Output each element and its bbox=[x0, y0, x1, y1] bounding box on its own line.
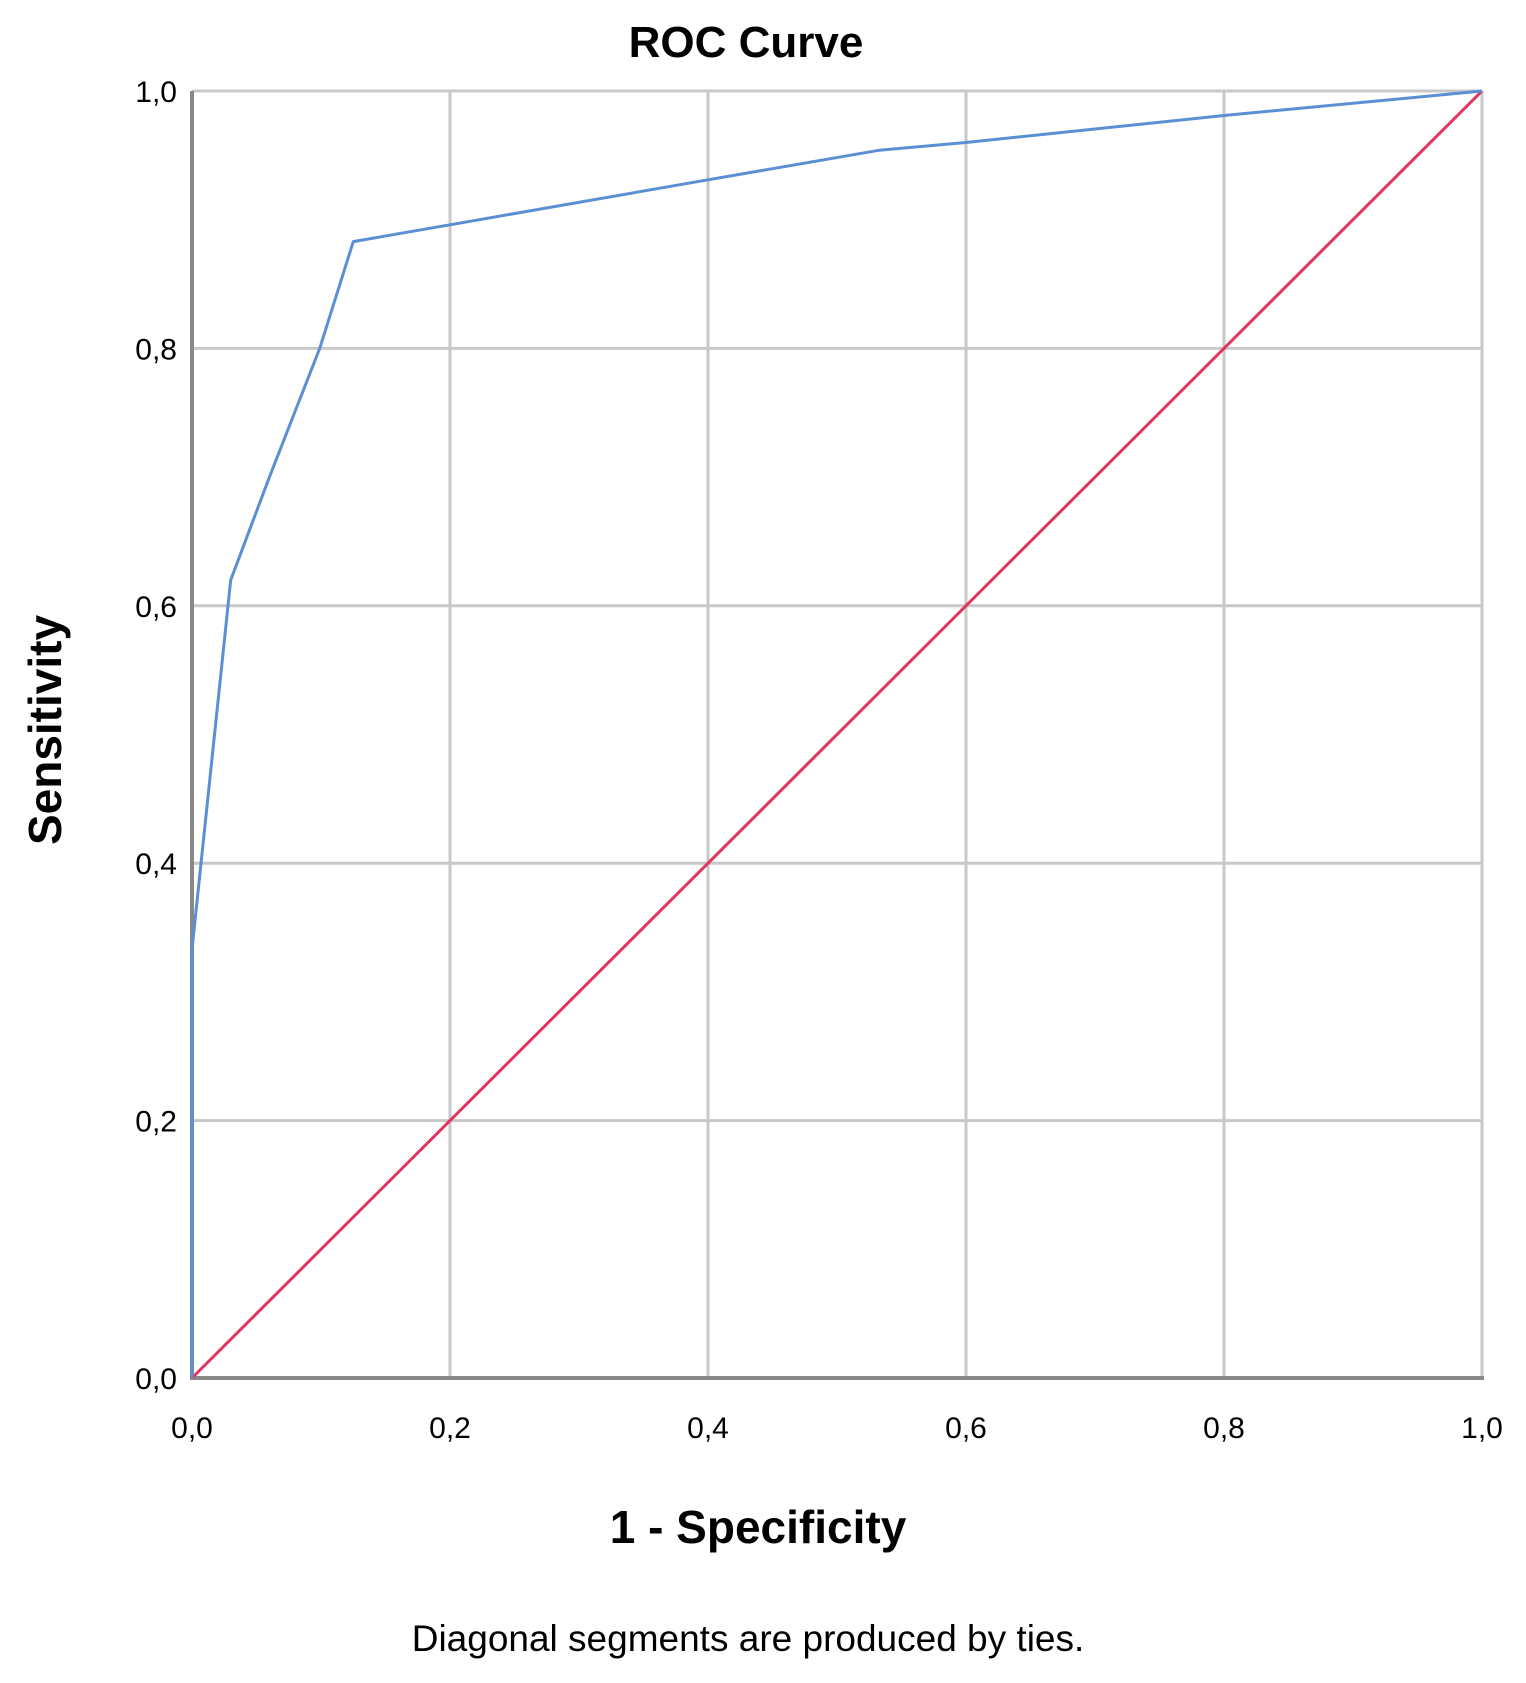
x-tick-label: 0,0 bbox=[171, 1412, 213, 1445]
x-tick-label: 0,8 bbox=[1203, 1412, 1245, 1445]
chart-title: ROC Curve bbox=[0, 18, 1526, 68]
x-tick-label: 1,0 bbox=[1461, 1412, 1503, 1445]
tick-labels: 0,0 0,0 0,2 0,2 0,4 0,4 0,6 0,6 0,8 0,8 1,0 1,0 bbox=[135, 76, 1503, 1445]
y-tick-label: 0,4 bbox=[135, 848, 177, 881]
x-tick-label: 0,2 bbox=[429, 1412, 471, 1445]
y-tick-label: 0,0 bbox=[135, 1363, 177, 1396]
x-tick-label: 0,6 bbox=[945, 1412, 987, 1445]
y-tick-label: 1,0 bbox=[135, 76, 177, 109]
x-axis-label: 1 - Specificity bbox=[0, 1500, 1526, 1554]
y-axis-label: Sensitivity bbox=[19, 614, 71, 846]
y-tick-label: 0,6 bbox=[135, 591, 177, 624]
reference-line bbox=[190, 89, 1484, 1380]
footnote: Diagonal segments are produced by ties. bbox=[0, 1618, 1526, 1660]
roc-curve-line bbox=[190, 89, 1483, 1378]
x-tick-label: 0,4 bbox=[687, 1412, 729, 1445]
footnote-text: Diagonal segments are produced by ties. bbox=[411, 1618, 1085, 1659]
chart-title-text: ROC Curve bbox=[628, 18, 864, 67]
y-tick-label: 0,8 bbox=[135, 333, 177, 366]
y-tick-label: 0,2 bbox=[135, 1106, 177, 1139]
x-axis-label-text: 1 - Specificity bbox=[609, 1501, 907, 1553]
data-series bbox=[190, 89, 1484, 1380]
